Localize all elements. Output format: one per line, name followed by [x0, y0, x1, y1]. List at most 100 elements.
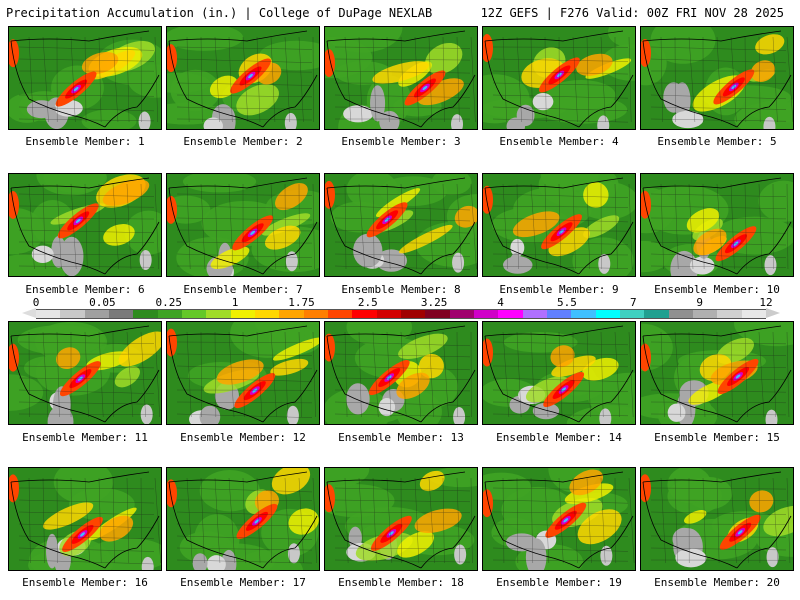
color-bin-1: [60, 310, 85, 318]
color-bin-10: [279, 310, 304, 318]
precip-map-4: [483, 27, 635, 129]
ensemble-panel-11: [8, 321, 162, 425]
color-bin-26: [668, 310, 693, 318]
color-bin-0: [36, 310, 61, 318]
color-bin-2: [84, 310, 109, 318]
color-bin-21: [546, 310, 572, 318]
precip-map-3: [325, 27, 477, 129]
color-bin-17: [449, 310, 474, 318]
ensemble-panel-9: [482, 173, 636, 277]
color-bin-19: [498, 310, 523, 318]
precip-map-18: [325, 468, 477, 570]
legend-label: 1.75: [288, 296, 315, 309]
member-caption: Ensemble Member: 13: [338, 431, 464, 444]
ensemble-panel-10: [640, 173, 794, 277]
legend-label: 0: [32, 296, 40, 309]
legend-label: 5.5: [556, 296, 577, 309]
color-bin-20: [522, 310, 547, 318]
precip-map-20: [641, 468, 793, 570]
color-bin-8: [230, 310, 255, 318]
precip-map-11: [9, 322, 161, 424]
legend-label: 3.25: [420, 296, 448, 309]
member-caption: Ensemble Member: 11: [22, 431, 148, 444]
ensemble-panel-2: [166, 26, 320, 130]
color-bin-6: [181, 310, 207, 318]
member-caption: Ensemble Member: 14: [496, 431, 622, 444]
color-bin-5: [157, 310, 182, 318]
member-caption: Ensemble Member: 1: [25, 135, 145, 148]
color-bin-3: [108, 310, 134, 318]
precip-map-15: [641, 322, 793, 424]
ensemble-panel-12: [166, 321, 320, 425]
member-caption: Ensemble Member: 8: [341, 283, 461, 296]
member-caption: Ensemble Member: 15: [654, 431, 780, 444]
precip-map-2: [167, 27, 319, 129]
ensemble-panel-8: [324, 173, 478, 277]
color-bin-16: [425, 310, 450, 318]
color-bin-24: [619, 310, 645, 318]
ensemble-panel-6: [8, 173, 162, 277]
ensemble-panel-19: [482, 467, 636, 571]
member-caption: Ensemble Member: 4: [499, 135, 619, 148]
ensemble-panel-14: [482, 321, 636, 425]
color-bin-9: [254, 310, 280, 318]
ensemble-panel-18: [324, 467, 478, 571]
legend-label: 12: [759, 296, 773, 309]
precip-map-7: [167, 174, 319, 276]
color-legend: 0 0.05 0.25 1 1.75 2.5 3.25 4 5.5 7 9 12: [6, 296, 794, 320]
precip-map-10: [641, 174, 793, 276]
member-caption: Ensemble Member: 2: [183, 135, 303, 148]
precip-map-6: [9, 174, 161, 276]
ensemble-panel-17: [166, 467, 320, 571]
precip-map-9: [483, 174, 635, 276]
ensemble-panel-1: [8, 26, 162, 130]
run-info: 12Z GEFS | F276 Valid: 00Z FRI NOV 28 20…: [480, 6, 784, 20]
member-caption: Ensemble Member: 12: [180, 431, 306, 444]
ensemble-panel-13: [324, 321, 478, 425]
ensemble-panel-5: [640, 26, 794, 130]
legend-label: 7: [629, 296, 637, 309]
color-bin-7: [206, 310, 231, 318]
member-caption: Ensemble Member: 7: [183, 283, 303, 296]
color-bin-13: [352, 310, 377, 318]
legend-label: 0.05: [89, 296, 116, 309]
color-bin-11: [303, 310, 328, 318]
member-caption: Ensemble Member: 17: [180, 576, 306, 589]
legend-label: 4: [497, 296, 504, 309]
ensemble-panel-16: [8, 467, 162, 571]
color-bin-4: [133, 310, 158, 318]
member-caption: Ensemble Member: 18: [338, 576, 464, 589]
color-bin-29: [741, 310, 766, 318]
precip-map-14: [483, 322, 635, 424]
precip-map-12: [167, 322, 319, 424]
member-caption: Ensemble Member: 3: [341, 135, 461, 148]
precip-map-13: [325, 322, 477, 424]
ensemble-panel-7: [166, 173, 320, 277]
color-bin-12: [327, 310, 353, 318]
ensemble-panel-3: [324, 26, 478, 130]
member-caption: Ensemble Member: 5: [657, 135, 777, 148]
map-title: Precipitation Accumulation (in.) | Colle…: [6, 6, 433, 20]
legend-label: 1: [231, 296, 239, 309]
color-bin-18: [473, 310, 499, 318]
precip-map-19: [483, 468, 635, 570]
legend-arrow-left-icon: [22, 308, 36, 318]
color-bin-25: [644, 310, 669, 318]
color-bar: [36, 309, 766, 319]
color-bin-22: [571, 310, 596, 318]
ensemble-panel-20: [640, 467, 794, 571]
precip-map-5: [641, 27, 793, 129]
ensemble-panel-4: [482, 26, 636, 130]
member-caption: Ensemble Member: 20: [654, 576, 780, 589]
member-caption: Ensemble Member: 16: [22, 576, 148, 589]
color-bin-14: [376, 310, 401, 318]
precip-map-1: [9, 27, 161, 129]
legend-label: 0.25: [155, 296, 182, 309]
ensemble-panel-15: [640, 321, 794, 425]
color-bin-27: [692, 310, 718, 318]
precip-map-16: [9, 468, 161, 570]
color-bin-28: [717, 310, 742, 318]
precip-map-17: [167, 468, 319, 570]
precip-map-8: [325, 174, 477, 276]
member-caption: Ensemble Member: 9: [499, 283, 619, 296]
